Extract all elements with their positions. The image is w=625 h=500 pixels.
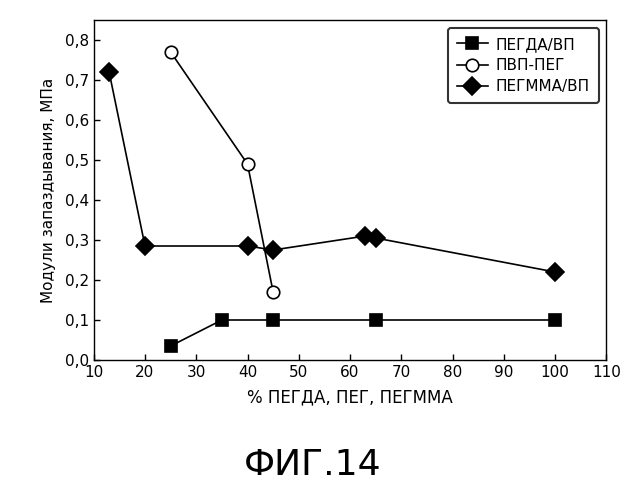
ПЕГММА/ВП [244,243,251,249]
Line: ПЕГММА/ВП: ПЕГММА/ВП [103,66,561,278]
ПЕГММА/ВП [551,269,559,275]
ПЕГММА/ВП [141,243,149,249]
ПЕГДА/ВП [218,317,226,323]
ПЕГММА/ВП [362,233,369,239]
Line: ПВП-ПЕГ: ПВП-ПЕГ [164,46,279,298]
ПЕГДА/ВП [551,317,559,323]
ПЕГДА/ВП [269,317,277,323]
ПЕГММА/ВП [269,247,277,253]
Text: ФИГ.14: ФИГ.14 [244,448,381,482]
Legend: ПЕГДА/ВП, ПВП-ПЕГ, ПЕГММА/ВП: ПЕГДА/ВП, ПВП-ПЕГ, ПЕГММА/ВП [448,28,599,103]
ПЕГДА/ВП [167,343,174,349]
ПЕГММА/ВП [372,235,379,241]
ПВП-ПЕГ [167,49,174,55]
ПЕГММА/ВП [106,69,113,75]
ПВП-ПЕГ [244,161,251,167]
Y-axis label: Модули запаздывания, МПа: Модули запаздывания, МПа [41,78,56,302]
Line: ПЕГДА/ВП: ПЕГДА/ВП [165,314,561,352]
X-axis label: % ПЕГДА, ПЕГ, ПЕГММА: % ПЕГДА, ПЕГ, ПЕГММА [247,388,453,406]
ПВП-ПЕГ [269,289,277,295]
ПЕГДА/ВП [372,317,379,323]
